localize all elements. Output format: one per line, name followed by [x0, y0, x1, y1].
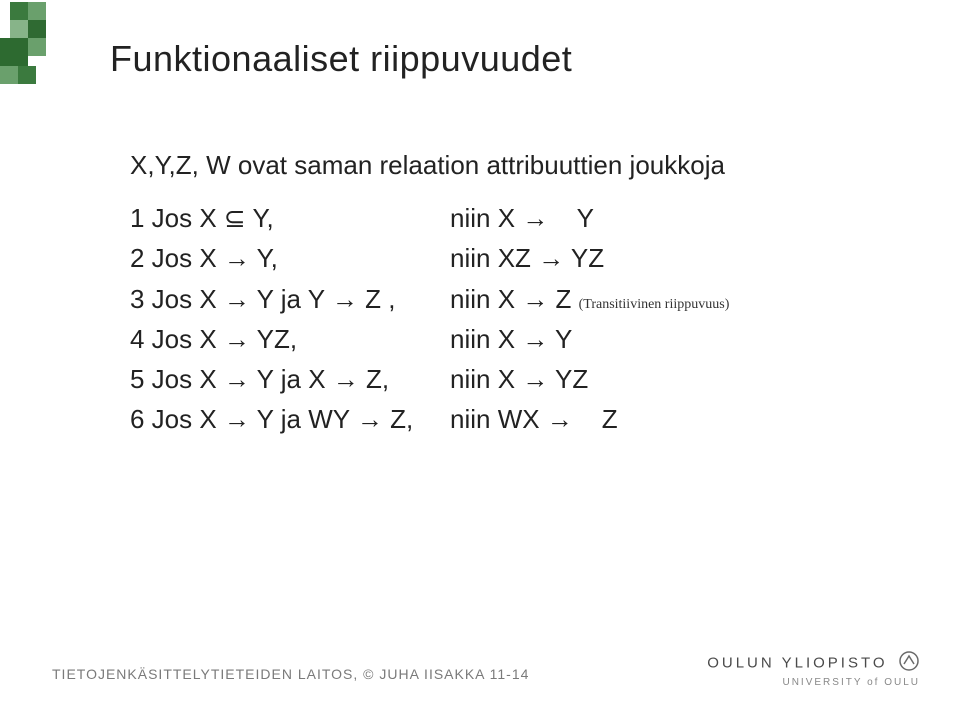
rule-note: (Transitiivinen riippuvuus) — [579, 297, 730, 312]
rule-lhs: 5 Jos X → Y ja X → Z, — [130, 359, 450, 399]
rule-lhs: 1 Jos X ⊆ Y, — [130, 198, 450, 238]
rule-row: 1 Jos X ⊆ Y,niin X → Y — [130, 198, 729, 238]
rule-lhs: 6 Jos X → Y ja WY → Z, — [130, 399, 450, 439]
rule-row: 2 Jos X → Y,niin XZ → YZ — [130, 238, 729, 278]
rule-rhs: niin X → Y — [450, 198, 594, 238]
rule-rhs: niin WX → Z — [450, 399, 618, 439]
rule-lhs: 4 Jos X → YZ, — [130, 319, 450, 359]
rule-rhs: niin X → YZ — [450, 359, 588, 399]
logo-line1: OULUN YLIOPISTO — [707, 655, 887, 672]
deco-square — [0, 38, 28, 66]
logo-emblem-icon — [898, 650, 920, 677]
slide-title: Funktionaaliset riippuvuudet — [110, 38, 572, 80]
rule-row: 3 Jos X → Y ja Y → Z ,niin X → Z (Transi… — [130, 279, 729, 319]
deco-square — [10, 20, 28, 38]
deco-square — [18, 66, 36, 84]
rule-row: 5 Jos X → Y ja X → Z,niin X → YZ — [130, 359, 729, 399]
rule-rhs: niin X → Z (Transitiivinen riippuvuus) — [450, 279, 729, 319]
university-logo: OULUN YLIOPISTO UNIVERSITY of OULU — [707, 650, 920, 688]
rule-row: 4 Jos X → YZ,niin X → Y — [130, 319, 729, 359]
deco-square — [28, 38, 46, 56]
rule-rhs: niin X → Y — [450, 319, 572, 359]
footer-text: TIETOJENKÄSITTELYTIETEIDEN LAITOS, © JUH… — [52, 666, 529, 682]
slide: Funktionaaliset riippuvuudet X,Y,Z, W ov… — [0, 0, 960, 716]
deco-square — [10, 2, 28, 20]
deco-square — [28, 20, 46, 38]
rule-lhs: 2 Jos X → Y, — [130, 238, 450, 278]
logo-line2: UNIVERSITY of OULU — [707, 677, 920, 688]
rule-row: 6 Jos X → Y ja WY → Z,niin WX → Z — [130, 399, 729, 439]
rule-rhs: niin XZ → YZ — [450, 238, 604, 278]
slide-subtitle: X,Y,Z, W ovat saman relaation attribuutt… — [130, 150, 725, 181]
deco-square — [28, 2, 46, 20]
rules-list: 1 Jos X ⊆ Y,niin X → Y2 Jos X → Y,niin X… — [130, 198, 729, 440]
rule-lhs: 3 Jos X → Y ja Y → Z , — [130, 279, 450, 319]
deco-square — [0, 66, 18, 84]
